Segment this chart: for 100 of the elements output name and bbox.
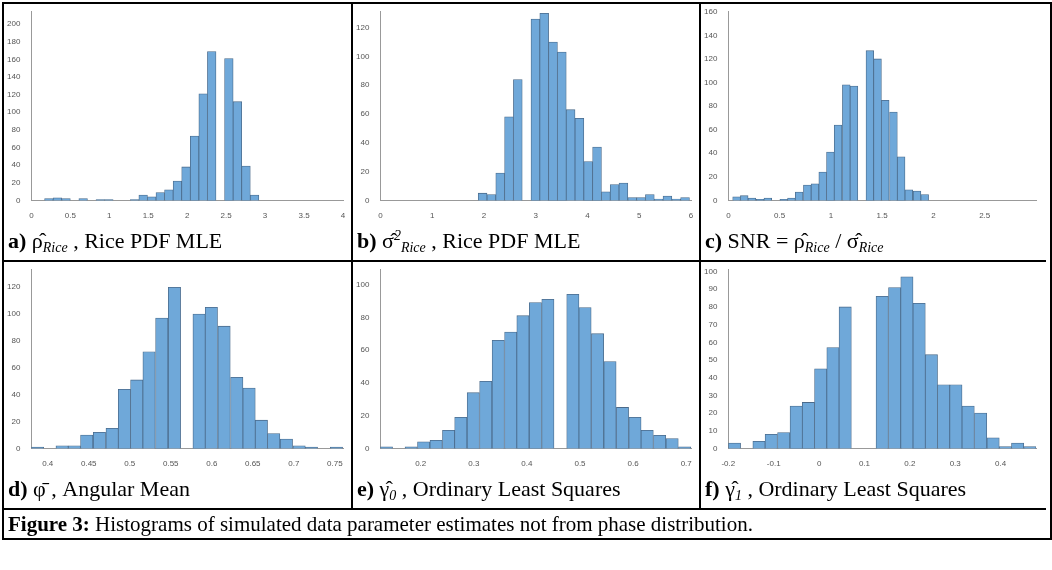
y-tick-label: 60: [708, 337, 718, 347]
y-tick-label: 70: [708, 319, 718, 329]
x-tick-label: 0.2: [415, 459, 427, 469]
x-tick-label: 0.5: [774, 211, 786, 221]
y-tick-label: 60: [11, 363, 21, 373]
y-tick-label: 120: [6, 89, 21, 99]
x-tick-label: 0: [726, 211, 732, 221]
y-tick-label: 100: [6, 309, 21, 319]
text: f) γ̂$_{1}$ , Ordinary Least Squares: [704, 475, 968, 505]
y-tick-label: 0: [15, 443, 21, 453]
y-tick-label: 20: [708, 408, 718, 418]
x-tick-label: 0.3: [468, 459, 480, 469]
y-tick-label: 200: [6, 19, 21, 29]
x-tick-label: 6: [688, 211, 694, 221]
y-tick-label: 60: [360, 345, 370, 355]
x-tick-label: 0.4: [521, 459, 534, 469]
x-tick-label: 0.75: [327, 459, 344, 469]
y-tick-label: 120: [703, 54, 718, 64]
y-tick-label: 0: [15, 195, 21, 205]
y-tick-label: 120: [355, 22, 370, 32]
x-tick-label: 3.5: [298, 211, 311, 221]
y-tick-label: 50: [708, 355, 718, 365]
x-tick-label: 0.5: [64, 211, 77, 221]
x-tick-label: 0.55: [162, 459, 180, 469]
x-tick-label: 0.5: [124, 459, 136, 469]
x-tick-label: -0.2: [721, 459, 736, 469]
y-tick-label: 80: [360, 312, 370, 322]
y-tick-label: 20: [360, 166, 370, 176]
y-tick-label: 100: [355, 279, 370, 289]
x-tick-label: 2.5: [979, 211, 991, 221]
y-tick-label: 80: [708, 101, 718, 111]
y-tick-label: 140: [6, 72, 21, 82]
x-tick-label: 2: [184, 211, 190, 221]
y-tick-label: 100: [355, 51, 370, 61]
y-tick-label: 100: [6, 107, 21, 117]
y-tick-label: 100: [703, 77, 718, 87]
x-tick-label: 3: [262, 211, 268, 221]
y-tick-label: 0: [712, 443, 718, 453]
x-tick-label: 2: [931, 211, 937, 221]
y-tick-label: 40: [360, 378, 370, 388]
y-tick-label: 80: [11, 125, 21, 135]
text: a) ρ̂$_{Rice}$ , Rice PDF MLE: [7, 227, 224, 257]
y-tick-label: 80: [708, 302, 718, 312]
y-tick-label: 0: [364, 195, 370, 205]
y-tick-label: 40: [11, 160, 21, 170]
x-tick-label: 3: [533, 211, 539, 221]
x-tick-label: 0: [29, 211, 35, 221]
y-tick-label: 100: [703, 266, 718, 276]
text: e) γ̂$_{0}$ , Ordinary Least Squares: [356, 475, 622, 505]
y-tick-label: 140: [703, 30, 718, 40]
x-tick-label: 0: [378, 211, 384, 221]
y-tick-label: 20: [708, 172, 718, 182]
y-tick-label: 20: [360, 410, 370, 420]
x-tick-label: 0.4: [995, 459, 1007, 469]
y-tick-label: 60: [360, 109, 370, 119]
y-tick-label: 20: [11, 416, 21, 426]
y-tick-label: 60: [708, 124, 718, 134]
y-tick-label: 30: [708, 390, 718, 400]
y-tick-label: 40: [708, 148, 718, 158]
y-tick-label: 80: [360, 80, 370, 90]
text: c) SNR = ρ̂$_{Rice}$ / σ̂$_{Rice}$: [704, 227, 885, 257]
y-tick-label: 160: [703, 7, 718, 16]
y-tick-label: 80: [11, 336, 21, 346]
x-tick-label: 1.5: [876, 211, 889, 221]
caption: Figure 3: Histograms of simulated data parameter estimates not from phase distribution.: [7, 511, 754, 538]
x-tick-label: 0.3: [949, 459, 962, 469]
x-tick-label: -0.1: [766, 459, 782, 469]
x-tick-label: 1: [429, 211, 435, 221]
x-tick-label: 0: [816, 459, 822, 469]
x-tick-label: 2.5: [220, 211, 233, 221]
x-tick-label: 4: [585, 211, 591, 221]
y-tick-label: 180: [6, 36, 21, 46]
y-tick-label: 160: [6, 54, 21, 64]
x-tick-label: 2: [481, 211, 487, 221]
y-tick-label: 0: [364, 443, 370, 453]
x-tick-label: 1.5: [142, 211, 155, 221]
x-tick-label: 0.7: [288, 459, 300, 469]
x-tick-label: 1: [107, 211, 113, 221]
x-tick-label: 0.65: [245, 459, 262, 469]
x-tick-label: 0.5: [574, 459, 587, 469]
x-tick-label: 0.7: [680, 459, 693, 469]
x-tick-label: 0.45: [80, 459, 98, 469]
x-tick-label: 0.6: [206, 459, 218, 469]
y-tick-label: 20: [11, 177, 21, 187]
x-tick-label: 0.4: [42, 459, 54, 469]
y-tick-label: 10: [708, 425, 718, 435]
x-tick-label: 0.2: [904, 459, 916, 469]
x-tick-label: 4: [340, 211, 346, 221]
y-tick-label: 0: [712, 195, 718, 205]
y-tick-label: 90: [708, 284, 718, 294]
y-tick-label: 40: [360, 138, 370, 148]
x-tick-label: 1: [828, 211, 834, 221]
y-tick-label: 40: [708, 372, 718, 382]
text: b) σ̂$^{2}$$_{Rice}$ , Rice PDF MLE: [356, 227, 582, 257]
y-tick-label: 120: [6, 282, 21, 292]
text: d) φ̄ , Angular Mean: [7, 475, 191, 503]
x-tick-label: 0.1: [858, 459, 871, 469]
x-tick-label: 0.6: [627, 459, 640, 469]
y-tick-label: 60: [11, 142, 21, 152]
y-tick-label: 40: [11, 389, 21, 399]
